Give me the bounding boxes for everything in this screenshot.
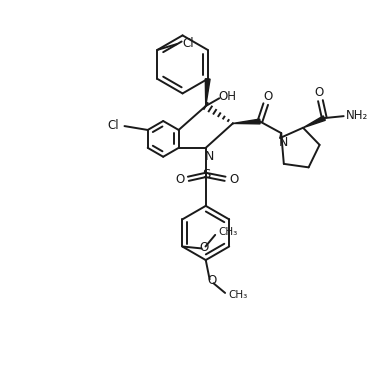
Text: Cl: Cl [183, 37, 194, 50]
Text: O: O [229, 173, 238, 186]
Text: O: O [314, 87, 323, 99]
Polygon shape [205, 79, 210, 106]
Text: CH₃: CH₃ [218, 227, 237, 237]
Polygon shape [303, 116, 325, 128]
Text: N: N [279, 136, 288, 149]
Text: O: O [263, 90, 272, 103]
Text: N: N [205, 150, 214, 163]
Text: S: S [202, 168, 211, 181]
Text: O: O [207, 274, 216, 287]
Text: NH₂: NH₂ [346, 109, 368, 122]
Text: O: O [175, 173, 184, 186]
Polygon shape [233, 119, 260, 124]
Text: OH: OH [218, 90, 236, 103]
Text: O: O [199, 241, 208, 254]
Text: CH₃: CH₃ [228, 290, 247, 300]
Text: Cl: Cl [107, 119, 119, 131]
